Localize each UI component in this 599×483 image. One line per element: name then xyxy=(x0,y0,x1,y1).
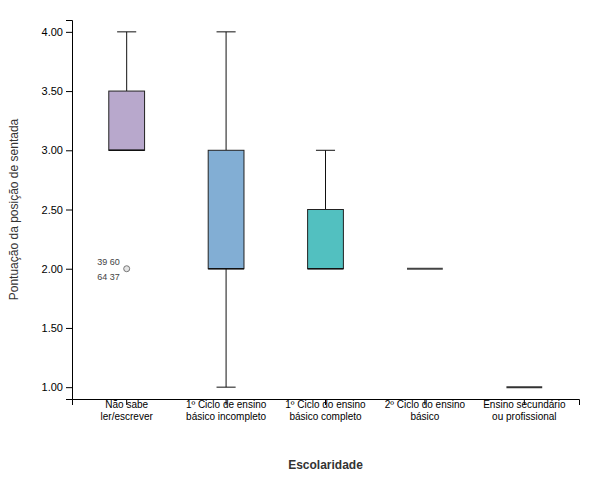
x-tick: 2º Ciclo do ensinobásico xyxy=(385,399,466,422)
chart: 1.00 1.50 2.00 2.50 3.00 3.50 4.00 Não sabeler/… xyxy=(0,0,599,483)
median xyxy=(506,386,542,388)
x-tick-label-line: básico xyxy=(410,411,439,422)
x-tick-label: 2º Ciclo do ensinobásico xyxy=(385,399,466,422)
x-tick-label-line: Ensino secundário xyxy=(483,399,566,410)
y-tick: 4.00 xyxy=(42,26,72,38)
boxes xyxy=(109,32,542,387)
median xyxy=(208,268,244,270)
y-axis: 1.00 1.50 2.00 2.50 3.00 3.50 4.00 xyxy=(42,21,73,400)
y-tick: 1.50 xyxy=(42,322,72,334)
median xyxy=(109,150,145,152)
x-tick: Não sabeler/escrever xyxy=(101,399,154,422)
box xyxy=(208,150,244,268)
median xyxy=(308,268,344,270)
median xyxy=(407,268,443,270)
y-tick-label: 1.00 xyxy=(42,381,63,393)
y-tick: 3.00 xyxy=(42,144,72,156)
y-tick-mark xyxy=(66,32,72,33)
y-tick: 2.50 xyxy=(42,204,72,216)
x-tick-label-line: 1º Ciclo do ensino xyxy=(285,399,366,410)
x-axis: Não sabeler/escrever1º Ciclo de ensinobá… xyxy=(73,399,580,422)
x-tick: 1º Ciclo do ensinobásico completo xyxy=(285,399,366,422)
y-tick-label: 3.50 xyxy=(42,85,63,97)
y-tick-mark xyxy=(66,150,72,151)
upper-whisker xyxy=(226,32,227,150)
x-tick-label: 1º Ciclo do ensinobásico completo xyxy=(285,399,366,422)
plot: 1.00 1.50 2.00 2.50 3.00 3.50 4.00 Não sabeler/… xyxy=(42,21,580,422)
x-tick-label: 1º Ciclo de ensinobásico incompleto xyxy=(186,399,267,422)
y-tick: 3.50 xyxy=(42,85,72,97)
upper-whisker-cap xyxy=(217,31,236,32)
outlier-label: 64 37 xyxy=(97,272,120,282)
outlier-label: 39 60 xyxy=(97,257,120,267)
y-tick-label: 3.00 xyxy=(42,144,63,156)
y-tick-label: 2.50 xyxy=(42,204,63,216)
upper-whisker-cap xyxy=(117,31,136,32)
y-tick-mark xyxy=(66,387,72,388)
outlier-labels: 39 60 64 37 xyxy=(97,257,120,282)
y-tick-label: 2.00 xyxy=(42,263,63,275)
upper-whisker xyxy=(325,150,326,209)
outlier xyxy=(124,266,130,272)
lower-whisker xyxy=(226,269,227,387)
y-axis-title: Pontuação da posição de sentada xyxy=(7,118,21,300)
y-tick: 2.00 xyxy=(42,263,72,275)
x-tick-label-line: ler/escrever xyxy=(101,411,154,422)
x-tick-label: Não sabeler/escrever xyxy=(101,399,154,422)
y-tick-label: 1.50 xyxy=(42,322,63,334)
y-axis-line xyxy=(66,21,73,400)
box-group xyxy=(109,32,145,272)
x-tick-label: Ensino secundárioou profissional xyxy=(483,399,566,422)
x-tick-label-line: ou profissional xyxy=(492,411,556,422)
upper-whisker-cap xyxy=(316,150,335,151)
lower-whisker-cap xyxy=(217,387,236,388)
y-tick-label: 4.00 xyxy=(42,26,63,38)
y-tick-mark xyxy=(66,328,72,329)
box-group xyxy=(407,268,443,269)
x-tick-label-line: básico incompleto xyxy=(186,411,266,422)
x-tick-label-line: 1º Ciclo de ensino xyxy=(186,399,267,410)
x-tick-label-line: básico completo xyxy=(289,411,362,422)
x-tick-label-line: 2º Ciclo do ensino xyxy=(385,399,466,410)
upper-whisker xyxy=(126,32,127,91)
box xyxy=(109,91,145,150)
y-tick-mark xyxy=(66,91,72,92)
y-tick: 1.00 xyxy=(42,381,72,393)
x-tick: 1º Ciclo de ensinobásico incompleto xyxy=(186,399,267,422)
x-tick: Ensino secundárioou profissional xyxy=(483,399,566,422)
box-group xyxy=(208,32,244,387)
y-tick-mark xyxy=(66,210,72,211)
box-group xyxy=(308,150,344,268)
box xyxy=(308,210,344,269)
box-group xyxy=(506,387,542,388)
x-tick-label-line: Não sabe xyxy=(105,399,148,410)
y-tick-mark xyxy=(66,269,72,270)
x-axis-title: Escolaridade xyxy=(288,458,363,472)
